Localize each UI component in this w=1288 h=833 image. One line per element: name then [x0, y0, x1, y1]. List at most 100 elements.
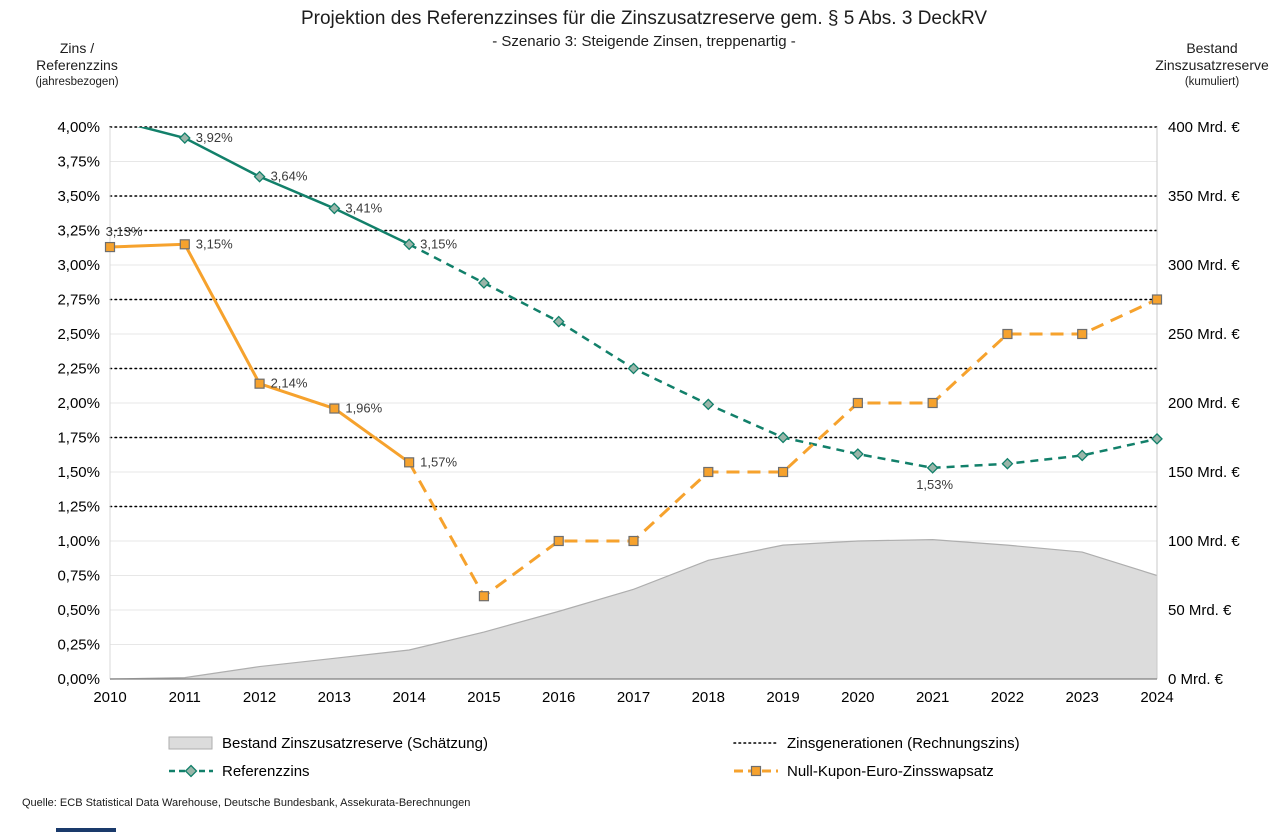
left-tick-label: 3,25%	[57, 223, 100, 240]
data-label: 3,15%	[196, 236, 233, 251]
left-tick-label: 1,50%	[57, 464, 100, 481]
right-tick-label: 150 Mrd. €	[1168, 464, 1240, 481]
data-label: 1,96%	[345, 401, 382, 416]
referenzzins-marker	[328, 202, 341, 215]
right-axis-title-line1: Bestand	[1186, 40, 1238, 56]
orange-line-swatch-icon	[734, 765, 778, 777]
right-axis-title-line2: Zinszusatzreserve	[1155, 57, 1269, 73]
data-label: 3,92%	[196, 130, 233, 145]
referenzzins-series	[105, 114, 1163, 474]
data-label: 3,15%	[420, 236, 457, 251]
right-tick-label: 0 Mrd. €	[1168, 671, 1224, 688]
right-axis-title-sub: (kumuliert)	[1184, 76, 1240, 88]
referenzzins-marker	[403, 238, 416, 251]
left-axis-title-line1: Zins /	[59, 40, 95, 56]
legend-item-zinsgenerationen: Zinsgenerationen (Rechnungszins)	[733, 734, 1020, 752]
page-subtitle: - Szenario 3: Steigende Zinsen, treppena…	[492, 33, 796, 50]
left-tick-label: 0,00%	[57, 671, 100, 688]
swap-marker	[179, 239, 190, 250]
swap-marker	[777, 466, 789, 478]
x-tick-label: 2024	[1140, 689, 1173, 706]
left-axis-title: Zins / Referenzzins (jahresbezogen)	[14, 40, 140, 91]
swap-series	[104, 239, 1163, 602]
left-tick-label: 0,50%	[57, 602, 100, 619]
swap-marker	[329, 403, 340, 414]
data-label: 2,14%	[271, 376, 308, 391]
left-tick-label: 2,00%	[57, 395, 100, 412]
area-series	[110, 539, 1157, 679]
legend-label-zinsgenerationen: Zinsgenerationen (Rechnungszins)	[787, 734, 1020, 752]
legend-label-swapsatz: Null-Kupon-Euro-Zinsswapsatz	[787, 762, 994, 780]
referenzzins-marker	[478, 277, 490, 289]
legend-item-referenzzins: Referenzzins	[168, 762, 310, 780]
referenzzins-marker	[253, 170, 266, 183]
left-tick-label: 2,25%	[57, 361, 100, 378]
swap-marker	[927, 397, 938, 409]
data-label: 3,41%	[345, 200, 382, 215]
right-tick-label: 100 Mrd. €	[1168, 533, 1240, 550]
x-tick-label: 2021	[916, 689, 949, 706]
x-tick-label: 2020	[841, 689, 874, 706]
x-tick-label: 2016	[542, 689, 575, 706]
swap-marker	[628, 535, 639, 547]
x-tick-label: 2013	[318, 689, 351, 706]
legend-item-swapsatz: Null-Kupon-Euro-Zinsswapsatz	[733, 762, 994, 780]
left-tick-label: 2,75%	[57, 292, 100, 309]
left-tick-label: 3,00%	[57, 257, 100, 274]
page-title: Projektion des Referenzzinses für die Zi…	[300, 8, 988, 29]
referenzzins-marker	[1076, 449, 1089, 462]
data-label: 3,64%	[271, 169, 308, 184]
referenzzins-marker	[178, 132, 191, 144]
data-label: 3,13%	[106, 224, 143, 239]
legend-label-referenzzins: Referenzzins	[222, 762, 310, 780]
x-tick-label: 2019	[766, 689, 799, 706]
x-tick-label: 2010	[93, 689, 126, 706]
left-axis-title-sub: (jahresbezogen)	[35, 76, 119, 88]
swap-marker	[553, 535, 564, 547]
left-tick-label: 1,75%	[57, 430, 100, 447]
referenzzins-marker	[926, 461, 939, 474]
swap-line-dashed	[407, 298, 1158, 599]
dotted-line-swatch-icon	[733, 742, 779, 744]
x-tick-label: 2023	[1066, 689, 1099, 706]
left-axis-title-line2: Referenzzins	[36, 57, 118, 73]
x-tick-label: 2022	[991, 689, 1024, 706]
source-note: Quelle: ECB Statistical Data Warehouse, …	[22, 797, 471, 809]
left-tick-label: 0,75%	[57, 568, 100, 585]
referenzzins-marker	[702, 398, 715, 411]
x-tick-label: 2011	[169, 689, 201, 706]
referenzzins-marker	[851, 448, 864, 460]
x-tick-label: 2014	[392, 689, 425, 706]
referenzzins-marker	[1151, 432, 1163, 445]
area-swatch-icon	[168, 736, 213, 750]
referenzzins-marker	[627, 362, 640, 375]
right-tick-label: 400 Mrd. €	[1168, 119, 1240, 136]
swap-marker	[703, 466, 714, 478]
referenzzins-marker	[105, 114, 115, 124]
referenzzins-marker	[1001, 457, 1014, 470]
swap-marker	[404, 457, 415, 468]
swap-marker	[852, 397, 863, 409]
left-tick-label: 3,75%	[57, 154, 100, 171]
right-tick-label: 250 Mrd. €	[1168, 326, 1240, 343]
referenzzins-marker	[777, 431, 789, 444]
right-tick-label: 300 Mrd. €	[1168, 257, 1240, 274]
x-tick-label: 2015	[467, 689, 500, 706]
referenzzins-marker	[552, 315, 565, 328]
left-tick-label: 1,25%	[57, 499, 100, 516]
left-tick-label: 0,25%	[57, 637, 100, 654]
swap-marker	[1077, 328, 1088, 340]
x-tick-label: 2017	[617, 689, 650, 706]
swap-line-solid	[109, 242, 411, 464]
swap-marker	[478, 591, 490, 602]
swap-marker	[254, 378, 265, 389]
footer-accent-bar	[56, 828, 116, 832]
swap-marker	[1151, 294, 1163, 305]
swap-marker	[104, 241, 116, 253]
left-tick-label: 1,00%	[57, 533, 100, 550]
left-tick-label: 2,50%	[57, 326, 100, 343]
right-axis-title: Bestand Zinszusatzreserve (kumuliert)	[1142, 40, 1282, 91]
x-tick-label: 2012	[243, 689, 276, 706]
